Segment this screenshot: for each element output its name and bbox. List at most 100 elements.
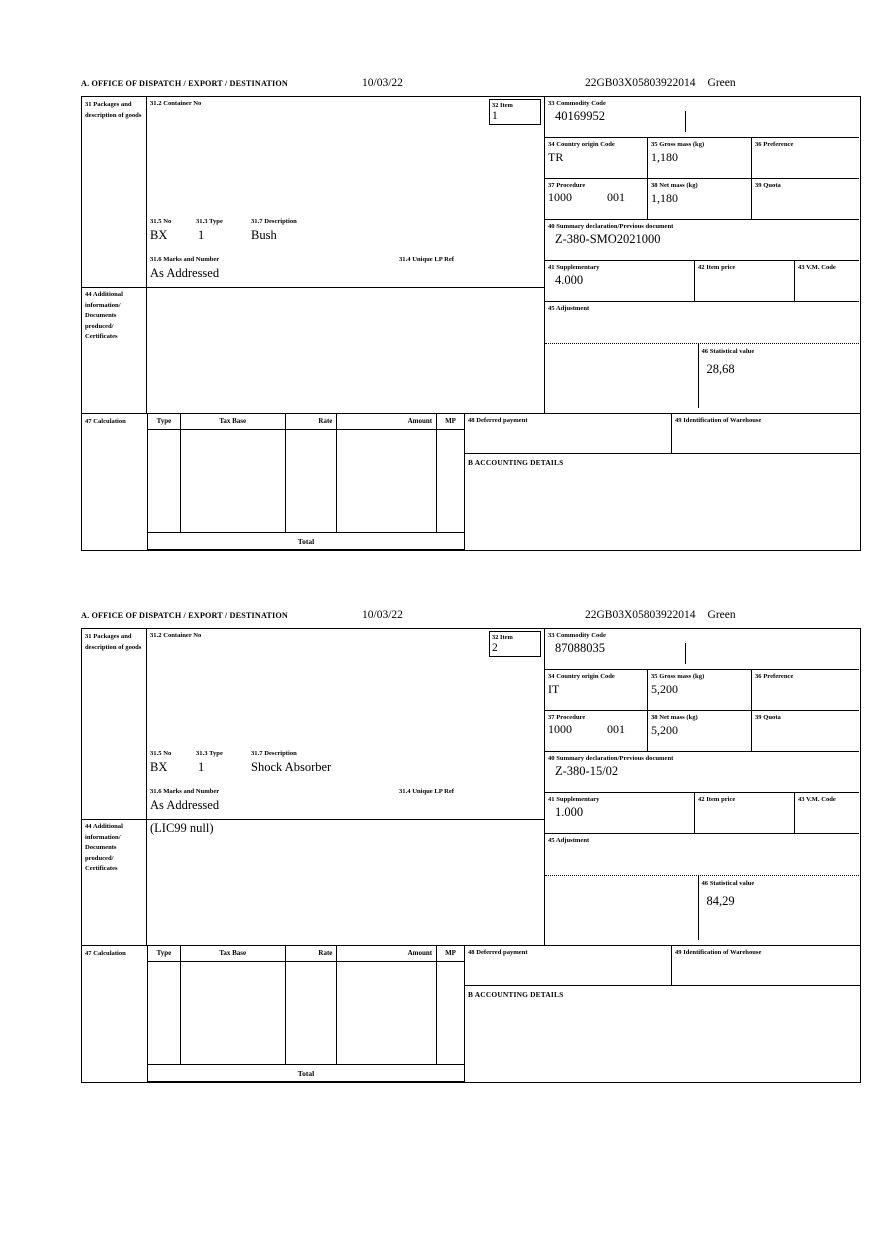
marks-headers: 31.6 Marks and Number 31.4 Unique LP Ref [150, 788, 600, 798]
calc-col-type: Type [148, 414, 181, 429]
marks-and-number-label: 31.6 Marks and Number [150, 788, 220, 795]
mrn-and-lane: 22GB03X05803922014 Green [585, 609, 736, 621]
box-38-label: 38 Net mass (kg) [651, 714, 698, 721]
calc-cell-rate [286, 962, 338, 1064]
calc-cell-type [148, 962, 181, 1064]
box-b-label: B ACCOUNTING DETAILS [468, 458, 564, 467]
package-type-value: 1 [198, 228, 205, 242]
goods-column: 31 Packages and description of goods 31.… [82, 97, 545, 413]
box-46-strip: 46 Statistical value 28,68 [543, 343, 860, 408]
box-31-content: 31.2 Container No 32 Item 1 31.5 No 31.3… [147, 97, 544, 287]
box-42-label: 42 Item price [698, 264, 736, 271]
box-35-value: 1,180 [651, 150, 678, 164]
box-31-stub: 31 Packages and description of goods [82, 629, 147, 819]
box-34-35-36-row: 34 Country origin Code TR 35 Gross mass … [545, 138, 860, 179]
package-no-value: BX [150, 228, 168, 242]
box-41-label: 41 Supplementary [548, 796, 600, 803]
box-44-row: 44 Additional information/ Documents pro… [82, 819, 544, 945]
calculation-wrap: Type Tax Base Rate Amount MP [147, 946, 860, 1082]
commodity-code-divider-tick [685, 643, 686, 664]
data-column: 33 Commodity Code 40169952 34 Country or… [543, 97, 860, 413]
box-35-label: 35 Gross mass (kg) [651, 141, 705, 148]
box-34-35-36-row: 34 Country origin Code IT 35 Gross mass … [545, 670, 860, 711]
box-37-values: 1000 001 [545, 190, 647, 206]
calculation-wrap: Type Tax Base Rate Amount MP [147, 414, 860, 550]
box-36-preference: 36 Preference [752, 138, 859, 178]
package-description-value: Shock Absorber [251, 760, 332, 774]
box-42-value [695, 804, 794, 805]
data-column: 33 Commodity Code 87088035 34 Country or… [543, 629, 860, 945]
form-body: 31 Packages and description of goods 31.… [81, 96, 861, 551]
box-34-label: 34 Country origin Code [548, 141, 615, 148]
box-43-value [795, 804, 859, 805]
box-32-item: 32 Item 1 [489, 99, 541, 125]
box-38-value: 1,180 [651, 191, 678, 205]
box-39-quota: 39 Quota [752, 711, 859, 751]
package-no-label: 31.5 No [150, 218, 172, 225]
box-31-content: 31.2 Container No 32 Item 2 31.5 No 31.3… [147, 629, 544, 819]
calc-cell-tax-base [181, 430, 286, 532]
box-42-item-price: 42 Item price [695, 793, 795, 833]
box-37-label: 37 Procedure [548, 182, 586, 189]
box-46-statistical-value: 46 Statistical value 28,68 [699, 344, 860, 408]
lower-region: 47 Calculation Type Tax Base Rate Amount… [82, 413, 860, 550]
box-49-label: 49 Identification of Warehouse [675, 417, 762, 424]
box-34-label: 34 Country origin Code [548, 673, 615, 680]
box-48-deferred-payment: 48 Deferred payment [465, 946, 672, 985]
office-of-dispatch-label: A. OFFICE OF DISPATCH / EXPORT / DESTINA… [81, 611, 288, 620]
calc-col-amount: Amount [337, 946, 438, 961]
package-headers: 31.5 No 31.3 Type 31.7 Description [150, 218, 590, 228]
calculation-body-row [148, 430, 464, 533]
box-38-label: 38 Net mass (kg) [651, 182, 698, 189]
box-48-deferred-payment: 48 Deferred payment [465, 414, 672, 453]
box-43-label: 43 V.M. Code [798, 264, 836, 271]
box-44-row: 44 Additional information/ Documents pro… [82, 287, 544, 413]
package-headers: 31.5 No 31.3 Type 31.7 Description [150, 750, 590, 760]
box-38-net-mass: 38 Net mass (kg) 1,180 [648, 179, 752, 219]
box-37-values: 1000 001 [545, 722, 647, 738]
mrn-and-lane: 22GB03X05803922014 Green [585, 77, 736, 89]
box-49-label: 49 Identification of Warehouse [675, 949, 762, 956]
box-31-row: 31 Packages and description of goods 31.… [82, 629, 544, 819]
mrn-value: 22GB03X05803922014 [585, 609, 696, 621]
calculation-header-row: Type Tax Base Rate Amount MP [148, 946, 464, 962]
box-45-adjustment: 45 Adjustment [545, 302, 859, 343]
calc-col-mp: MP [445, 949, 456, 957]
box-33-commodity-code: 33 Commodity Code 87088035 [545, 629, 860, 670]
box-36-value [752, 681, 859, 682]
package-values: BX 1 Shock Absorber [150, 760, 590, 776]
box-43-vm-code: 43 V.M. Code [795, 793, 859, 833]
box-43-label: 43 V.M. Code [798, 796, 836, 803]
box-38-net-mass: 38 Net mass (kg) 5,200 [648, 711, 752, 751]
calculation-header-row: Type Tax Base Rate Amount MP [148, 414, 464, 430]
lower-region: 47 Calculation Type Tax Base Rate Amount… [82, 945, 860, 1082]
lane-value: Green [707, 77, 736, 89]
box-46-left-spacer [543, 876, 699, 940]
office-of-dispatch-label: A. OFFICE OF DISPATCH / EXPORT / DESTINA… [81, 79, 288, 88]
box-37-38-39-row: 37 Procedure 1000 001 38 Net mass (kg) 5… [545, 711, 860, 752]
box-41-supplementary: 41 Supplementary 1.000 [545, 793, 695, 833]
box-33-label: 33 Commodity Code [548, 632, 606, 639]
box-39-label: 39 Quota [755, 182, 781, 189]
box-40-value: Z-380-15/02 [555, 764, 619, 778]
box-38-value: 5,200 [651, 723, 678, 737]
box-47-stub: 47 Calculation [85, 418, 126, 425]
upper-region: 31 Packages and description of goods 31.… [82, 97, 860, 413]
box-36-label: 36 Preference [755, 141, 794, 148]
box-48-label: 48 Deferred payment [468, 417, 528, 424]
calculation-table: Type Tax Base Rate Amount MP [147, 414, 465, 550]
form-header: A. OFFICE OF DISPATCH / EXPORT / DESTINA… [81, 77, 861, 96]
box-39-quota: 39 Quota [752, 179, 859, 219]
calc-total-label: Total [297, 1069, 315, 1078]
box-41-42-43-row: 41 Supplementary 1.000 42 Item price 43 … [545, 793, 860, 834]
box-31-stub: 31 Packages and description of goods [82, 97, 147, 287]
box-32-label: 32 Item [492, 634, 513, 641]
unique-lp-ref-label: 31.4 Unique LP Ref [399, 256, 454, 263]
box-45-label: 45 Adjustment [548, 837, 590, 844]
box-49-warehouse-id: 49 Identification of Warehouse [672, 414, 860, 453]
package-no-label: 31.5 No [150, 750, 172, 757]
box-41-value: 1.000 [555, 805, 584, 819]
box-b-accounting-details: B ACCOUNTING DETAILS [465, 454, 860, 550]
box-32-item: 32 Item 2 [489, 631, 541, 657]
